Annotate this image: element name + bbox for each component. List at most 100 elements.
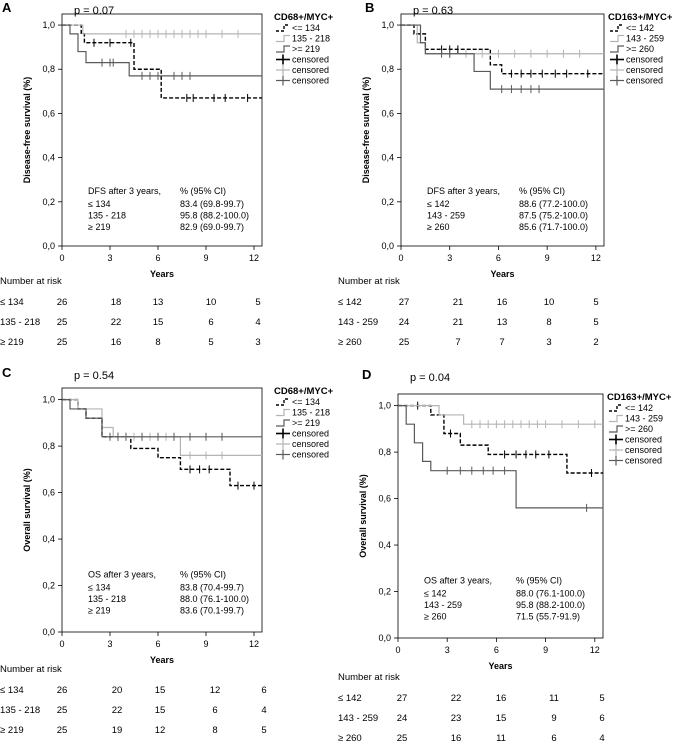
risk-value: 20 xyxy=(112,685,123,696)
x-tick-label: 12 xyxy=(249,253,259,263)
legend-swatch xyxy=(276,34,290,43)
summary-group: ≤ 142 xyxy=(427,199,449,209)
x-tick-label: 9 xyxy=(543,645,548,655)
risk-value: 25 xyxy=(397,733,408,744)
risk-value: 3 xyxy=(255,337,260,348)
legend-swatch xyxy=(610,45,624,53)
summary-group: ≤ 142 xyxy=(424,588,446,598)
x-tick-label: 0 xyxy=(395,645,400,655)
plot-frame xyxy=(61,13,263,247)
legend-swatch xyxy=(276,45,290,53)
legend-label: >= 219 xyxy=(292,44,320,54)
risk-row-label: ≤ 134 xyxy=(0,297,24,308)
risk-value: 12 xyxy=(210,685,221,696)
risk-row-label: 135 - 218 xyxy=(0,317,40,328)
summary-header: % (95% CI) xyxy=(180,186,226,196)
y-tick-label: 0,4 xyxy=(378,540,391,550)
y-tick-label: 1,0 xyxy=(381,20,394,30)
x-tick-label: 9 xyxy=(203,639,208,649)
y-tick-label: 0,0 xyxy=(42,241,55,251)
x-tick-label: 0 xyxy=(398,253,403,263)
survival-curve-3 xyxy=(398,405,603,509)
plot-frame xyxy=(397,393,604,639)
summary-header: % (95% CI) xyxy=(519,186,565,196)
y-tick-label: 0,2 xyxy=(381,197,394,207)
y-tick-label: 0,4 xyxy=(381,153,394,163)
survival-curve-3 xyxy=(62,399,262,438)
x-tick-label: 6 xyxy=(496,253,501,263)
summary-value: 83.4 (69.8-99.7) xyxy=(180,199,244,209)
y-tick-label: 0,4 xyxy=(42,534,55,544)
legend-title: CD163+/MYC+ xyxy=(607,392,672,403)
risk-value: 25 xyxy=(57,705,68,716)
legend-label: censored xyxy=(292,429,329,439)
summary-value: 95.8 (88.2-100.0) xyxy=(516,600,585,610)
risk-value: 8 xyxy=(546,317,551,328)
risk-value: 19 xyxy=(112,725,123,736)
summary-value: 83.8 (70.4-99.7) xyxy=(180,582,244,592)
y-tick-label: 1,0 xyxy=(378,401,391,411)
survival-curve-2 xyxy=(398,405,603,425)
risk-row-label: ≥ 260 xyxy=(338,337,362,348)
risk-value: 5 xyxy=(593,297,598,308)
x-tick-label: 3 xyxy=(445,645,450,655)
summary-value: 83.6 (70.1-99.7) xyxy=(180,605,244,615)
y-tick-label: 0,6 xyxy=(42,488,55,498)
legend-label: <= 134 xyxy=(292,23,320,33)
risk-value: 3 xyxy=(546,337,551,348)
x-tick-label: 0 xyxy=(59,253,64,263)
legend-label: censored xyxy=(292,450,329,460)
risk-value: 5 xyxy=(599,693,604,704)
summary-header: OS after 3 years, xyxy=(424,575,492,585)
risk-value: 9 xyxy=(551,713,556,724)
risk-value: 8 xyxy=(212,725,217,736)
legend-swatch xyxy=(276,408,290,417)
risk-value: 22 xyxy=(112,705,123,716)
summary-header: % (95% CI) xyxy=(180,569,226,579)
x-axis-label: Years xyxy=(150,655,174,665)
risk-value: 22 xyxy=(111,317,122,328)
plot-frame xyxy=(61,387,263,633)
summary-group: 143 - 259 xyxy=(424,600,462,610)
y-tick-label: 0,8 xyxy=(42,441,55,451)
survival-curve-1 xyxy=(62,24,262,99)
risk-value: 23 xyxy=(451,713,462,724)
risk-value: 21 xyxy=(453,317,464,328)
summary-group: 135 - 218 xyxy=(88,594,126,604)
summary-group: ≤ 134 xyxy=(88,582,110,592)
risk-value: 5 xyxy=(261,725,266,736)
survival-curve-3 xyxy=(62,24,262,77)
p-value: p = 0.04 xyxy=(410,372,450,384)
y-tick-label: 0,8 xyxy=(378,447,391,457)
legend-title: CD163+/MYC+ xyxy=(608,12,673,23)
y-tick-label: 0,4 xyxy=(42,153,55,163)
x-axis-label: Years xyxy=(490,269,514,279)
summary-group: ≥ 260 xyxy=(424,611,446,621)
risk-value: 15 xyxy=(496,713,507,724)
risk-value: 26 xyxy=(57,685,68,696)
x-tick-label: 6 xyxy=(155,639,160,649)
y-axis-label: Overall survival (%) xyxy=(22,468,32,552)
y-tick-label: 0,2 xyxy=(378,587,391,597)
risk-value: 8 xyxy=(155,337,160,348)
risk-value: 7 xyxy=(499,337,504,348)
risk-value: 26 xyxy=(57,297,68,308)
risk-value: 25 xyxy=(57,337,68,348)
y-tick-label: 0,6 xyxy=(381,108,394,118)
risk-value: 10 xyxy=(206,297,217,308)
risk-value: 13 xyxy=(497,317,508,328)
x-axis-label: Years xyxy=(488,661,512,671)
survival-curve-1 xyxy=(401,24,604,75)
legend-swatch xyxy=(609,404,623,412)
risk-value: 5 xyxy=(593,317,598,328)
legend-label: 135 - 218 xyxy=(292,408,330,418)
risk-row-label: ≤ 134 xyxy=(0,685,24,696)
legend-label: >= 260 xyxy=(626,44,654,54)
x-tick-label: 3 xyxy=(107,253,112,263)
panel-letter: B xyxy=(365,0,374,15)
risk-title: Number at risk xyxy=(338,276,400,287)
summary-value: 88.0 (76.1-100.0) xyxy=(180,594,249,604)
